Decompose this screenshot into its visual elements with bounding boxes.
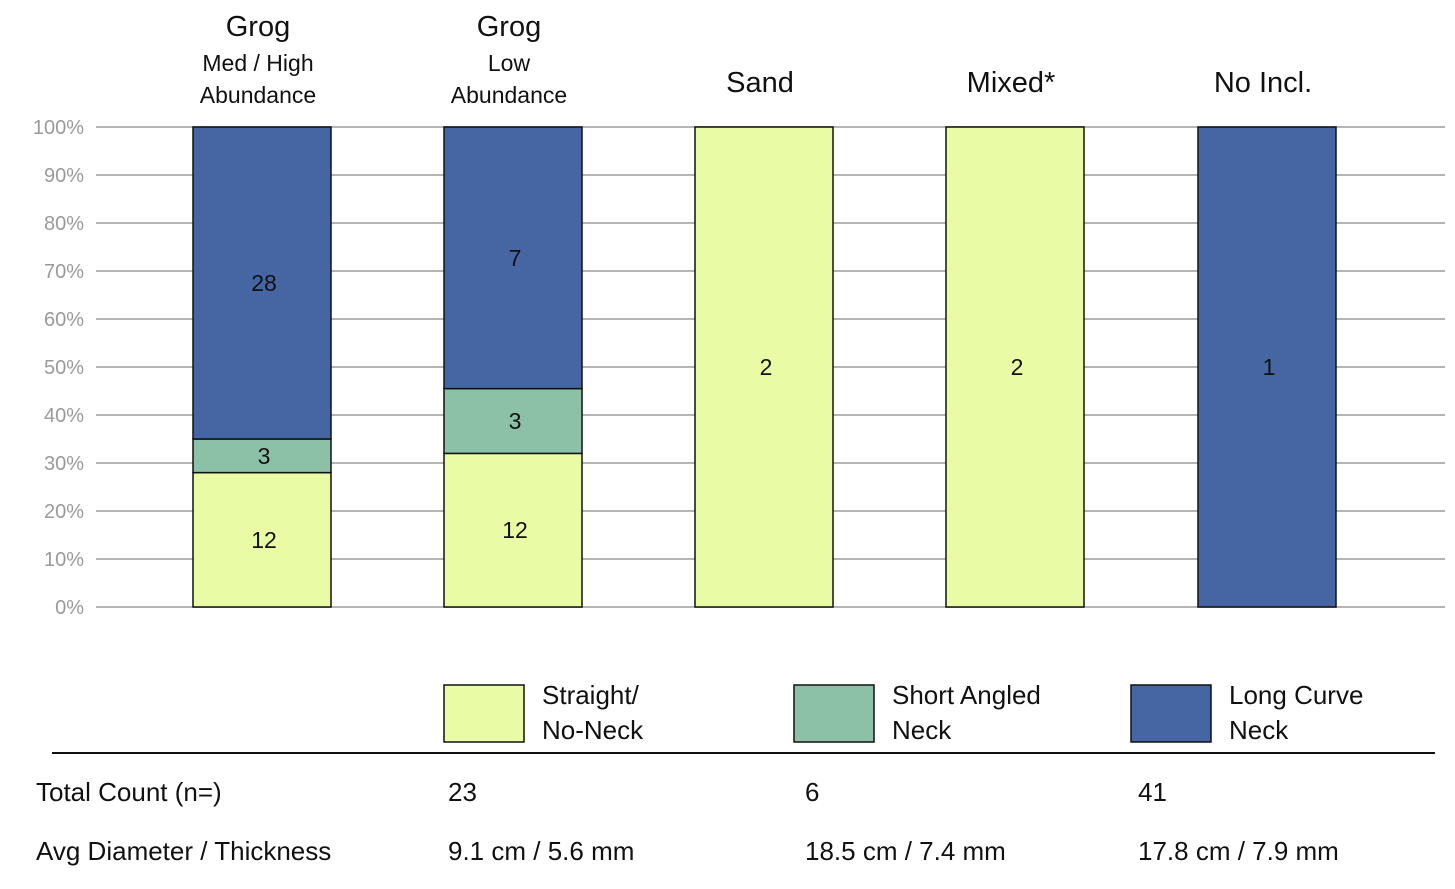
legend-label: Long Curve — [1229, 680, 1363, 710]
bar-segment-short — [192, 438, 332, 474]
stats-value: 6 — [805, 777, 819, 807]
y-tick-label: 20% — [44, 501, 84, 523]
category-title: Grog — [477, 11, 541, 43]
y-tick-label: 100% — [33, 117, 84, 139]
stats-table: Total Count (n=) 23 6 41 Avg Diameter / Thic… — [36, 777, 1339, 866]
y-tick-label: 60% — [44, 309, 84, 331]
y-tick-label: 0% — [55, 597, 84, 619]
stats-value: 23 — [448, 777, 477, 807]
stats-value: 41 — [1138, 777, 1167, 807]
segment-count-label: 12 — [251, 527, 277, 553]
segment-count-label: 28 — [251, 270, 277, 296]
y-tick-label: 70% — [44, 261, 84, 283]
y-tick-label: 50% — [44, 357, 84, 379]
legend-label: Short Angled — [892, 680, 1041, 710]
segment-count-label: 2 — [1011, 354, 1024, 380]
category-title: No Incl. — [1214, 67, 1312, 99]
category-title: Mixed* — [967, 67, 1056, 99]
segment-count-label: 3 — [509, 408, 522, 434]
legend-label: Straight/ — [542, 680, 640, 710]
segment-count-label: 3 — [258, 443, 271, 469]
bar-segment-straight — [945, 126, 1085, 608]
bar-segment-straight — [443, 452, 583, 608]
stats-value: 17.8 cm / 7.9 mm — [1138, 836, 1339, 866]
category-subtitle: Med / High — [202, 50, 313, 76]
segment-count-label: 12 — [502, 517, 528, 543]
bar-segment-long — [1197, 126, 1337, 608]
stats-value: 18.5 cm / 7.4 mm — [805, 836, 1006, 866]
stats-row-label: Total Count (n=) — [36, 777, 222, 807]
category-title: Grog — [226, 11, 290, 43]
legend-label: Neck — [1229, 715, 1289, 745]
legend-swatch-long — [1130, 684, 1212, 743]
bar-segment-long — [443, 126, 583, 390]
category-subtitle: Low — [488, 50, 531, 76]
category-labels: Grog Med / High Abundance Grog Low Abundance S… — [200, 11, 1312, 108]
segment-count-label: 7 — [509, 245, 522, 271]
segment-count-label: 1 — [1263, 354, 1276, 380]
y-tick-label: 90% — [44, 165, 84, 187]
bar-segment-straight — [192, 471, 332, 608]
y-tick-label: 10% — [44, 549, 84, 571]
stats-row-label: Avg Diameter / Thickness — [36, 836, 331, 866]
y-tick-label: 40% — [44, 405, 84, 427]
legend-swatch-straight — [443, 684, 525, 743]
category-subtitle: Abundance — [200, 82, 316, 108]
category-title: Sand — [726, 67, 794, 99]
y-tick-label: 80% — [44, 213, 84, 235]
bar-segment-short — [443, 387, 583, 455]
legend-swatch-short — [793, 684, 875, 743]
legend-label: No-Neck — [542, 715, 644, 745]
bar-segment-long — [192, 126, 332, 440]
segment-labels: 12 3 28 12 3 7 2 2 1 — [251, 245, 1275, 553]
bars — [192, 126, 1337, 608]
legend-label: Neck — [892, 715, 952, 745]
y-axis-ticks: 0% 10% 20% 30% 40% 50% 60% 70% 80% 90% 100% — [33, 117, 84, 619]
segment-count-label: 2 — [760, 354, 773, 380]
bar-segment-straight — [694, 126, 834, 608]
y-tick-label: 30% — [44, 453, 84, 475]
stats-value: 9.1 cm / 5.6 mm — [448, 836, 634, 866]
category-subtitle: Abundance — [451, 82, 567, 108]
legend: Straight/No-Neck Short Angled Neck Long Cur… — [443, 680, 1363, 745]
